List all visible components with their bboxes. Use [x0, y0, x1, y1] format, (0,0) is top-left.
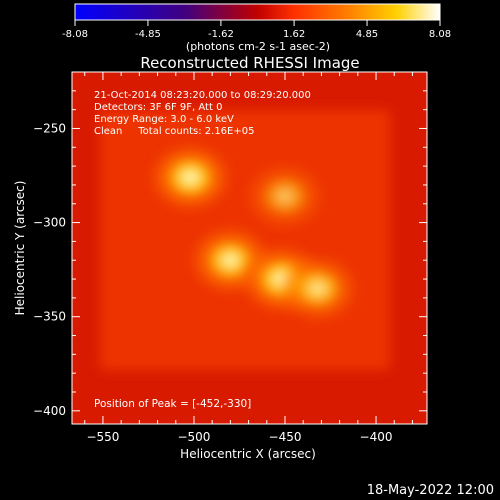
info-block: 21-Oct-2014 08:23:20.000 to 08:29:20.000… [94, 90, 311, 137]
x-tick-label: −450 [269, 430, 302, 444]
x-tick-label: −500 [177, 430, 210, 444]
y-axis-label: Heliocentric Y (arcsec) [13, 181, 27, 316]
y-tick-label: −300 [33, 216, 66, 230]
colorbar-tick-label: 1.62 [283, 29, 305, 40]
info-line-clean: Clean Total counts: 2.16E+05 [94, 126, 254, 137]
chart-title: Reconstructed RHESSI Image [140, 54, 359, 72]
colorbar-gradient [74, 3, 441, 21]
info-line-detectors: Detectors: 3F 6F 9F, Att 0 [94, 102, 222, 113]
colorbar-ticks: -8.08 -4.85 -1.62 1.62 4.85 8.08 [62, 20, 451, 40]
source-layer [154, 147, 354, 319]
source-core [218, 250, 243, 271]
emission-source [281, 258, 354, 319]
image-plot [72, 72, 427, 424]
source-core [178, 167, 203, 188]
x-axis-label: Heliocentric X (arcsec) [180, 447, 316, 461]
y-tick-label: −400 [33, 404, 66, 418]
x-tick-label: −400 [360, 430, 393, 444]
colorbar-tick-label: -1.62 [208, 29, 234, 40]
info-line-energy: Energy Range: 3.0 - 6.0 keV [94, 114, 234, 125]
colorbar: -8.08 -4.85 -1.62 1.62 4.85 8.08 (photons cm-… [62, 3, 451, 53]
colorbar-tick-label: -4.85 [135, 29, 161, 40]
source-core [273, 186, 297, 207]
x-tick-label: −550 [86, 430, 119, 444]
source-core [305, 278, 330, 299]
emission-source [154, 147, 227, 208]
y-tick-label: −250 [33, 121, 66, 135]
info-line-time: 21-Oct-2014 08:23:20.000 to 08:29:20.000 [94, 90, 311, 101]
plot-frame [71, 71, 428, 425]
emission-source [249, 166, 321, 227]
colorbar-unit-label: (photons cm-2 s-1 asec-2) [186, 40, 330, 53]
peak-position-label: Position of Peak = [-452,-330] [94, 398, 251, 410]
colorbar-tick-label: 8.08 [429, 29, 451, 40]
axis-ticks: −550 −500 −450 −400 −250 −300 −350 −400 [33, 72, 427, 444]
y-tick-label: −350 [33, 310, 66, 324]
colorbar-tick-label: 4.85 [356, 29, 378, 40]
footer-timestamp: 18-May-2022 12:00 [367, 483, 494, 498]
colorbar-tick-label: -8.08 [62, 29, 88, 40]
